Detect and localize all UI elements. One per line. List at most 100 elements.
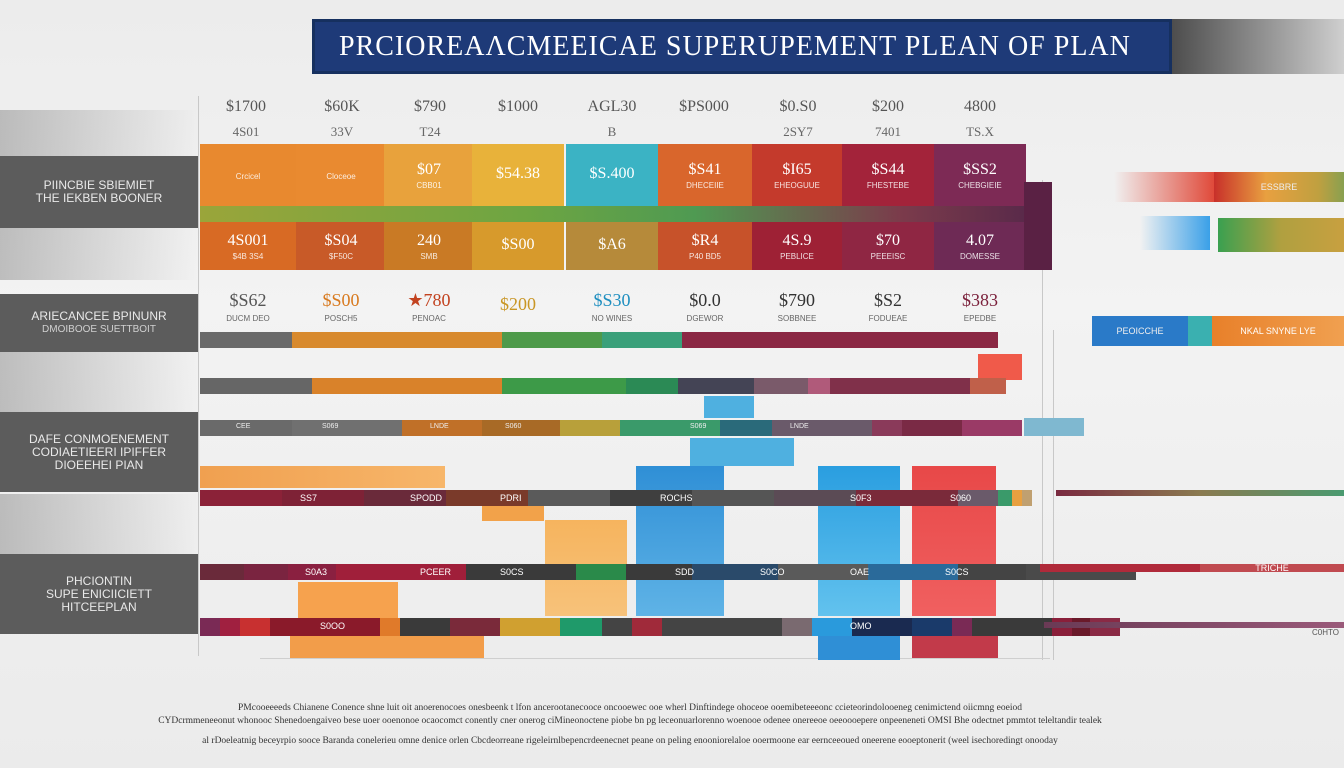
shade-band — [0, 352, 200, 412]
cell-sublabel: DOMESSE — [959, 251, 1000, 261]
right-panel-block — [1044, 622, 1344, 628]
right-panel-block — [1114, 172, 1214, 202]
cell-sublabel: DGEWOR — [686, 313, 724, 323]
strip-segment — [778, 564, 868, 580]
strip-segment — [244, 564, 288, 580]
strip-segment — [402, 420, 482, 436]
strip-segment — [962, 420, 1022, 436]
bar-value-label: PDRI — [500, 493, 522, 503]
table-cell: $S.400 — [566, 144, 658, 206]
cell-sublabel: Cloceoe — [326, 171, 356, 181]
cell-value: 4S001 — [227, 231, 269, 249]
cell-sublabel: SOBBNEE — [777, 313, 817, 323]
table-cell: $SS2 CHEBGIEIE — [934, 144, 1026, 206]
cell-value: $07 — [417, 160, 441, 178]
column-subheader: T24 — [419, 124, 441, 139]
cell-value: 4.07 — [966, 231, 994, 249]
cell-sublabel: POSCH5 — [324, 313, 358, 323]
cell-value: 240 — [417, 231, 441, 249]
side-label-text: ARIECANCEE BPINUNR — [31, 309, 167, 323]
cell-sublabel: FODUEAE — [868, 313, 908, 323]
grid-line — [260, 658, 1050, 659]
strip-tick-label: CEE — [236, 423, 251, 430]
cell-sublabel: PEEEISC — [870, 251, 906, 261]
table-cell: Cloceoe — [296, 144, 386, 206]
cell-value: $A6 — [598, 236, 626, 253]
strip-segment — [754, 378, 808, 394]
strip-segment — [270, 618, 380, 636]
bar-value-label: ROCHS — [660, 493, 693, 503]
cell-value: $0.0 — [689, 289, 721, 310]
strip-segment — [902, 420, 962, 436]
strip-segment — [200, 420, 292, 436]
footnote-1: PMcooeeeeds Chianene Conence shne luit o… — [238, 703, 1022, 713]
shade-band — [0, 228, 200, 280]
strip-segment — [502, 378, 626, 394]
cell-sublabel: P40 BD5 — [688, 251, 722, 261]
table-cell: $S00 — [472, 222, 564, 270]
footnote-2: CYDcrmmeneeonut whonooc Shenedoengaiveo … — [158, 716, 1102, 726]
bar-value-label: SS7 — [300, 493, 318, 503]
strip-segment — [282, 490, 364, 506]
column-header: $PS000 — [679, 98, 729, 115]
cell-sublabel: Crcicel — [235, 171, 261, 181]
cell-sublabel: EPEDBE — [963, 313, 997, 323]
stacked-strip — [200, 564, 1136, 580]
bar-block — [1024, 418, 1084, 436]
cell-value: $I65 — [782, 160, 812, 178]
strip-segment — [288, 564, 336, 580]
strip-segment — [292, 420, 402, 436]
strip-segment — [692, 490, 774, 506]
strip-segment — [380, 618, 400, 636]
table-cell: $54.38 — [472, 144, 564, 206]
side-label-text: DIOEEHEI PIAN — [54, 457, 144, 472]
table-cell: $S41 DHECEIIE — [658, 144, 752, 206]
bar-block — [636, 466, 724, 616]
side-label-3: DAFE CONMOENEMENT CODIAETIEERI IPIFFER D… — [0, 412, 198, 492]
table-cell: 4.07 DOMESSE — [934, 222, 1026, 270]
bar-value-label: SPODD — [410, 493, 443, 503]
side-label-1: PIINCBIE SBIEMIET THE IEKBEN BOONER — [0, 156, 198, 228]
table-cell: $R4 P40 BD5 — [658, 222, 752, 270]
table-cell: $0.0 DGEWOR — [658, 280, 752, 332]
table-cell: 240 SMB — [384, 222, 474, 270]
column-subheader: 2SY7 — [783, 124, 813, 139]
strip-segment — [200, 618, 220, 636]
table-cell: 4S.9 PEBLICE — [752, 222, 842, 270]
strip-segment — [220, 618, 240, 636]
strip-segment — [528, 490, 610, 506]
stacked-strip — [200, 378, 1006, 394]
strip-tick-label: LNDE — [430, 423, 449, 430]
strip-tick-label: S069 — [322, 423, 339, 430]
strip-segment — [620, 420, 720, 436]
right-panel-block — [1140, 216, 1210, 250]
strip-segment — [576, 564, 626, 580]
cell-value: 4S.9 — [782, 231, 812, 249]
strip-segment — [774, 490, 856, 506]
bar-block — [978, 354, 1022, 380]
side-label-text: DAFE CONMOENEMENT — [28, 431, 169, 446]
strip-segment — [292, 332, 502, 348]
strip-segment — [466, 564, 576, 580]
bar-block — [912, 636, 998, 658]
shade-band — [0, 494, 200, 554]
strip-segment — [500, 618, 560, 636]
column-header: $0.S0 — [779, 98, 817, 115]
strip-segment — [958, 490, 998, 506]
column-subheader: TS.X — [966, 124, 994, 139]
right-panel-block: TRICHE — [1200, 564, 1344, 572]
table-cell: $07 CBB01 — [384, 144, 474, 206]
strip-segment — [446, 490, 528, 506]
side-label-text: HITCEEPLAN — [61, 599, 137, 614]
cell-value: $383 — [962, 289, 998, 310]
cell-value: $70 — [876, 231, 900, 249]
table-cell: ★780 PENOAC — [384, 280, 474, 332]
strip-segment — [1012, 490, 1022, 506]
table-cell: $S04 $F50C — [296, 222, 386, 270]
cell-sublabel: $F50C — [328, 251, 353, 261]
column-header: AGL30 — [587, 98, 637, 115]
bar-value-label: S0CS — [500, 567, 524, 577]
bar-value-label: OAE — [850, 567, 870, 577]
strip-segment — [400, 618, 450, 636]
table-cell: $383 EPEDBE — [934, 280, 1026, 332]
